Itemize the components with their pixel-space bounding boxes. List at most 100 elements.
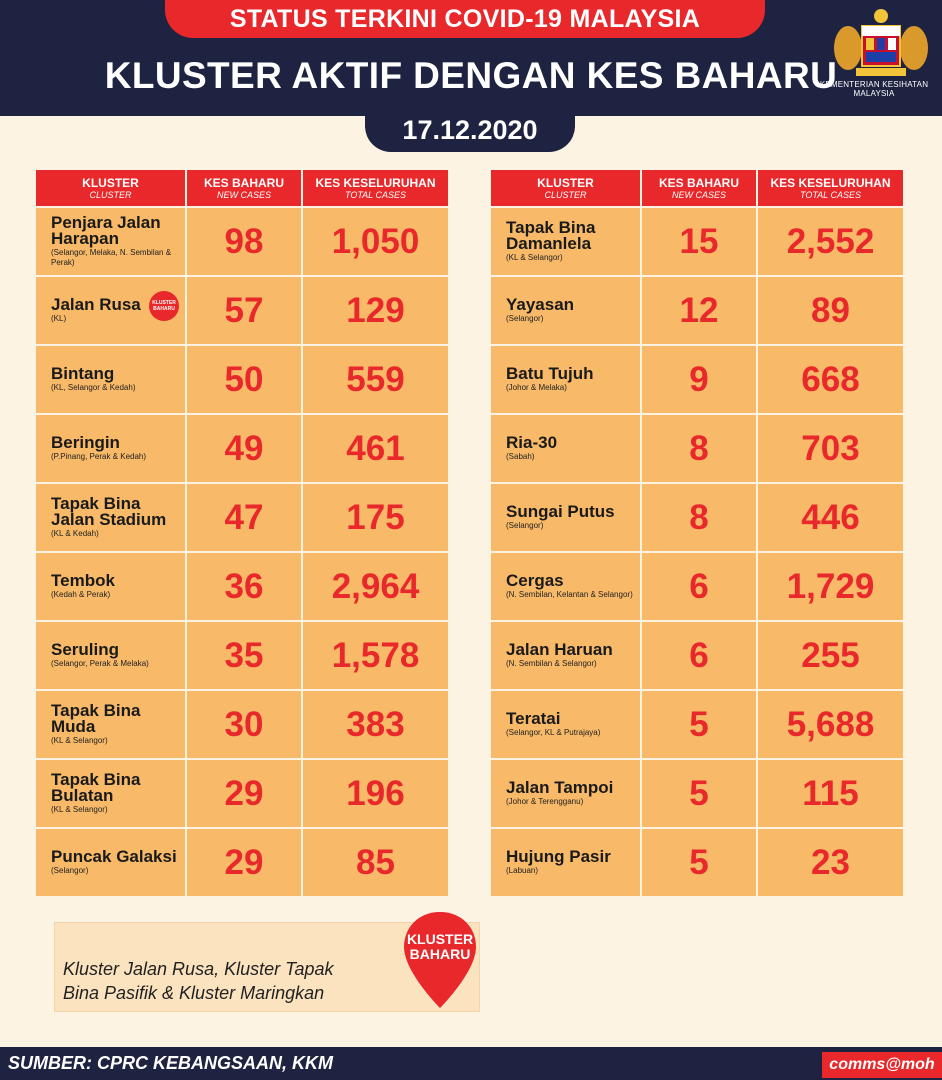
col-total-header: KES KESELURUHAN TOTAL CASES: [303, 170, 448, 206]
col-cluster-header: KLUSTER CLUSTER: [36, 170, 185, 206]
table-row: Teratai (Selangor, KL & Putrajaya) 5 5,688: [491, 691, 903, 758]
cluster-cell: Tapak Bina Jalan Stadium (KL & Kedah): [36, 484, 185, 551]
cluster-states: (N. Sembilan, Kelantan & Selangor): [506, 590, 633, 599]
table-row: Bintang (KL, Selangor & Kedah) 50 559: [36, 346, 448, 413]
cluster-name: Cergas: [506, 571, 564, 590]
total-cases-value: 446: [758, 484, 903, 551]
table-row: Jalan Tampoi (Johor & Terengganu) 5 115: [491, 760, 903, 827]
total-cases-value: 703: [758, 415, 903, 482]
col-total-label: KES KESELURUHAN: [770, 175, 891, 190]
cluster-states: (KL, Selangor & Kedah): [51, 383, 136, 392]
table-row: Sungai Putus (Selangor) 8 446: [491, 484, 903, 551]
col-new-label: KES BAHARU: [203, 175, 284, 190]
cluster-name: Jalan Rusa: [51, 295, 141, 314]
table-header: KLUSTER CLUSTER KES BAHARU NEW CASES KES…: [491, 170, 903, 206]
new-cluster-note: Kluster Jalan Rusa, Kluster Tapak Bina P…: [54, 922, 480, 1012]
new-cases-value: 36: [187, 553, 301, 620]
cluster-cell: Ria-30 (Sabah): [491, 415, 640, 482]
table-row: Jalan Haruan (N. Sembilan & Selangor) 6 255: [491, 622, 903, 689]
cluster-cell: Teratai (Selangor, KL & Putrajaya): [491, 691, 640, 758]
cluster-name: Hujung Pasir: [506, 847, 611, 866]
col-new-header: KES BAHARU NEW CASES: [187, 170, 301, 206]
new-cases-value: 5: [642, 829, 756, 896]
new-cases-value: 35: [187, 622, 301, 689]
table-row: Tapak Bina Muda (KL & Selangor) 30 383: [36, 691, 448, 758]
new-cases-value: 50: [187, 346, 301, 413]
date-tab: 17.12.2020: [365, 108, 575, 152]
new-cases-value: 6: [642, 553, 756, 620]
col-cluster-label: KLUSTER: [537, 175, 594, 190]
table-row: Jalan Rusa (KL) KLUSTER BAHARU 57 129: [36, 277, 448, 344]
cluster-cell: Tembok (Kedah & Perak): [36, 553, 185, 620]
note-line-2: Bina Pasifik & Kluster Maringkan: [63, 983, 325, 1003]
new-cases-value: 15: [642, 208, 756, 275]
cluster-cell: Bintang (KL, Selangor & Kedah): [36, 346, 185, 413]
total-cases-value: 559: [303, 346, 448, 413]
cluster-states: (Sabah): [506, 452, 535, 461]
total-cases-value: 255: [758, 622, 903, 689]
table-row: Yayasan (Selangor) 12 89: [491, 277, 903, 344]
new-cases-value: 57: [187, 277, 301, 344]
table-row: Tapak Bina Damanlela (KL & Selangor) 15 2,5…: [491, 208, 903, 275]
cluster-cell: Seruling (Selangor, Perak & Melaka): [36, 622, 185, 689]
col-total-sublabel: TOTAL CASES: [344, 189, 407, 200]
col-new-sublabel: NEW CASES: [216, 189, 271, 200]
cluster-cell: Jalan Rusa (KL) KLUSTER BAHARU: [36, 277, 185, 344]
cluster-states: (Selangor, Melaka, N. Sembilan & Perak): [51, 248, 172, 267]
date-text: 17.12.2020: [402, 114, 538, 145]
total-cases-value: 5,688: [758, 691, 903, 758]
new-cases-value: 49: [187, 415, 301, 482]
cluster-cell: Beringin (P.Pinang, Perak & Kedah): [36, 415, 185, 482]
total-cases-value: 1,578: [303, 622, 448, 689]
comms-tag-text: comms@moh: [829, 1056, 935, 1073]
total-cases-value: 1,050: [303, 208, 448, 275]
table-row: Hujung Pasir (Labuan) 5 23: [491, 829, 903, 896]
cluster-name: Beringin: [51, 433, 120, 452]
footer-bar: SUMBER: CPRC KEBANGSAAN, KKM: [0, 1047, 942, 1080]
cluster-states: (Kedah & Perak): [51, 590, 111, 599]
new-cases-value: 8: [642, 484, 756, 551]
top-banner: STATUS TERKINI COVID-19 MALAYSIA: [165, 0, 765, 38]
total-cases-value: 175: [303, 484, 448, 551]
cluster-states: (KL & Kedah): [51, 529, 99, 538]
cluster-cell: Tapak Bina Muda (KL & Selangor): [36, 691, 185, 758]
cluster-cell: Hujung Pasir (Labuan): [491, 829, 640, 896]
table-row: Cergas (N. Sembilan, Kelantan & Selangor)…: [491, 553, 903, 620]
total-cases-value: 461: [303, 415, 448, 482]
total-cases-value: 196: [303, 760, 448, 827]
cluster-states: (KL & Selangor): [51, 736, 108, 745]
cluster-states: (Johor & Terengganu): [506, 797, 584, 806]
col-total-header: KES KESELURUHAN TOTAL CASES: [758, 170, 903, 206]
cluster-name: Jalan Tampoi: [506, 778, 614, 797]
col-new-header: KES BAHARU NEW CASES: [642, 170, 756, 206]
cluster-name: Tapak Bina Muda: [51, 701, 141, 736]
source-text: SUMBER: CPRC KEBANGSAAN, KKM: [8, 1053, 334, 1073]
new-cases-value: 29: [187, 760, 301, 827]
cluster-name: Jalan Haruan: [506, 640, 613, 659]
cluster-states: (Selangor, KL & Putrajaya): [506, 728, 601, 737]
total-cases-value: 2,552: [758, 208, 903, 275]
col-total-label: KES KESELURUHAN: [315, 175, 436, 190]
col-new-label: KES BAHARU: [658, 175, 739, 190]
table-row: Penjara Jalan Harapan (Selangor, Melaka, …: [36, 208, 448, 275]
cluster-states: (Selangor): [506, 521, 544, 530]
cluster-name: Tapak Bina Bulatan: [51, 770, 141, 805]
table-row: Tapak Bina Bulatan (KL & Selangor) 29 196: [36, 760, 448, 827]
total-cases-value: 89: [758, 277, 903, 344]
total-cases-value: 23: [758, 829, 903, 896]
new-cluster-badge: KLUSTER BAHARU: [149, 291, 179, 321]
cluster-name: Tembok: [51, 571, 115, 590]
cluster-states: (Selangor): [51, 866, 89, 875]
cluster-states: (Johor & Melaka): [506, 383, 567, 392]
new-cases-value: 98: [187, 208, 301, 275]
cluster-states: (KL & Selangor): [506, 253, 563, 262]
top-banner-text: STATUS TERKINI COVID-19 MALAYSIA: [229, 4, 701, 33]
cluster-cell: Tapak Bina Bulatan (KL & Selangor): [36, 760, 185, 827]
new-cases-value: 9: [642, 346, 756, 413]
table-row: Batu Tujuh (Johor & Melaka) 9 668: [491, 346, 903, 413]
note-text: Kluster Jalan Rusa, Kluster Tapak Bina P…: [63, 957, 333, 1005]
table-row: Tembok (Kedah & Perak) 36 2,964: [36, 553, 448, 620]
cluster-states: (Selangor, Perak & Melaka): [51, 659, 149, 668]
pin-label: KLUSTER BAHARU: [402, 932, 478, 962]
cluster-cell: Cergas (N. Sembilan, Kelantan & Selangor): [491, 553, 640, 620]
